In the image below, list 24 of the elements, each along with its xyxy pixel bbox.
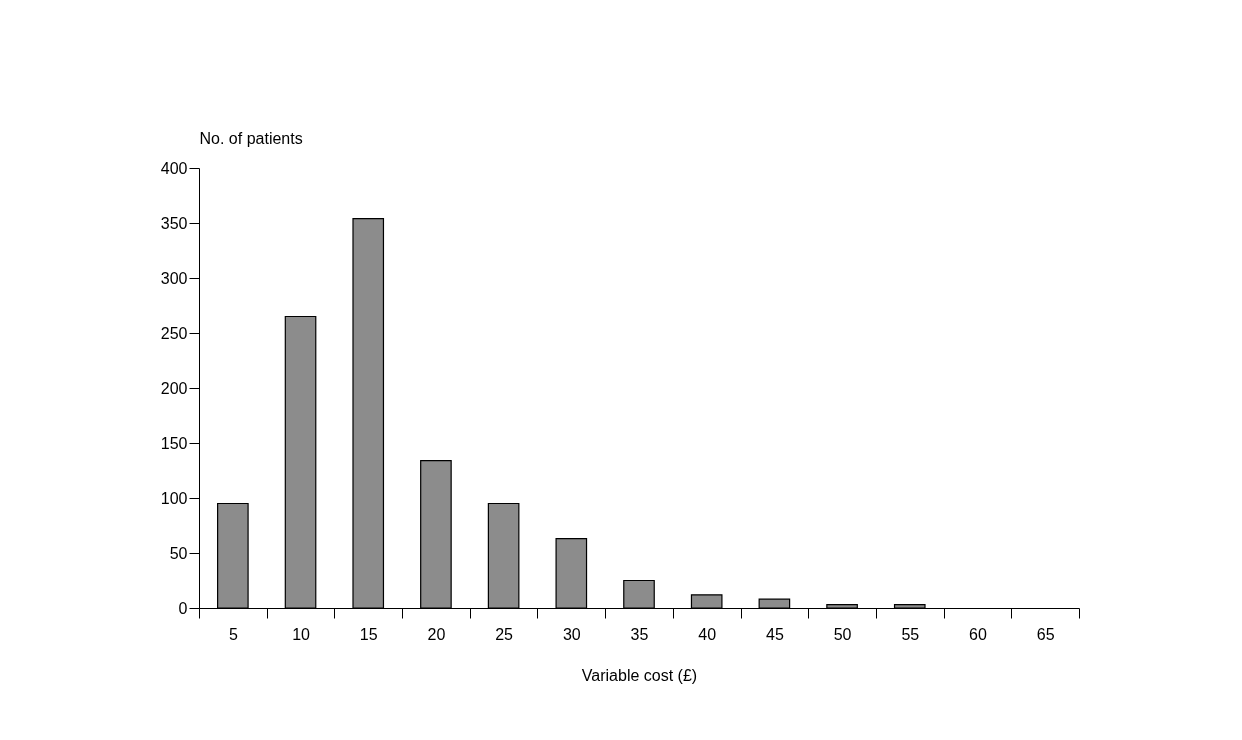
x-tick-label: 50 (833, 625, 852, 643)
y-tick-label: 100 (160, 489, 188, 507)
x-tick-label: 15 (359, 625, 378, 643)
x-tick-label: 40 (698, 625, 717, 643)
y-tick-label: 0 (178, 599, 188, 617)
y-tick-label: 200 (160, 379, 188, 397)
y-tick-label: 150 (160, 434, 188, 452)
y-axis-title: No. of patients (199, 129, 303, 147)
x-tick-label: 30 (562, 625, 581, 643)
x-tick-label: 35 (630, 625, 649, 643)
x-tick-label: 25 (495, 625, 514, 643)
x-tick-label: 60 (969, 625, 987, 643)
x-tick-label: 10 (292, 625, 311, 643)
y-tick-label: 300 (160, 269, 188, 287)
x-axis-title: Variable cost (£) (581, 666, 698, 684)
x-tick-label: 45 (765, 625, 784, 643)
y-tick-label: 400 (160, 159, 188, 177)
y-tick-label: 250 (160, 324, 188, 342)
x-tick-label: 55 (901, 625, 920, 643)
y-tick-label: 50 (169, 544, 188, 562)
x-tick-label: 20 (427, 625, 446, 643)
x-tick-label: 65 (1036, 625, 1055, 643)
x-tick-label: 5 (228, 625, 238, 643)
y-tick-label: 350 (160, 214, 188, 232)
